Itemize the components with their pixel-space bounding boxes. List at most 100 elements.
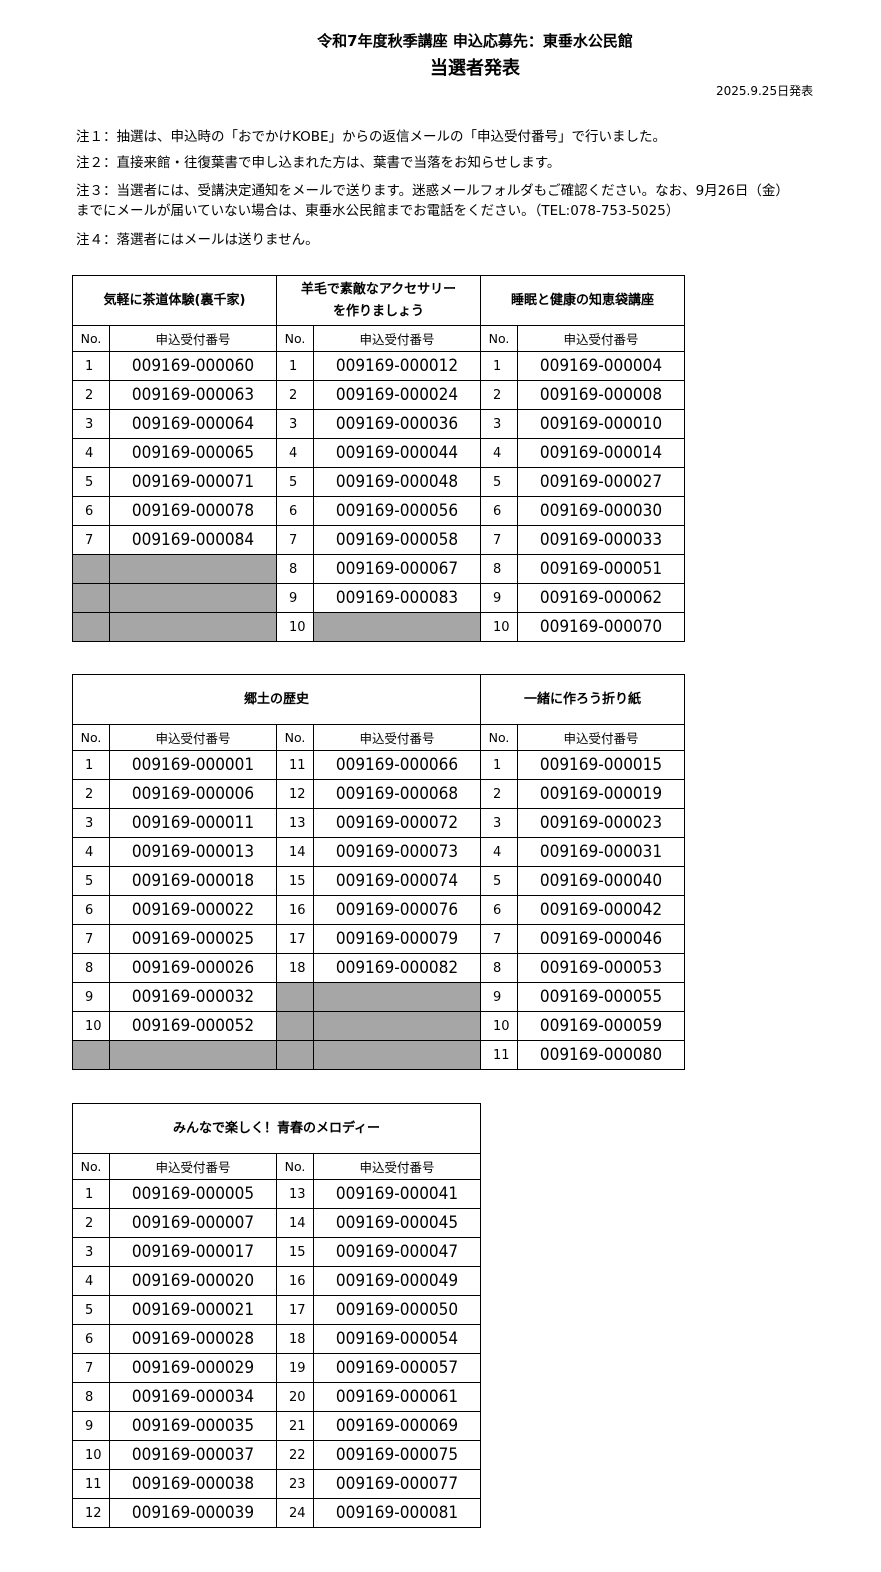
entry-number: 18	[276, 1324, 314, 1354]
application-number: 009169-000007	[109, 1208, 277, 1238]
entry-number: 9	[72, 982, 110, 1012]
application-number: 009169-000051	[517, 554, 685, 584]
table-row: 10 009169-000052 10 009169-000059	[72, 1011, 685, 1041]
entry-number: 2	[480, 380, 518, 410]
table-row: 12 009169-000039 24 009169-000081	[72, 1498, 481, 1528]
code-header: 申込受付番号	[517, 325, 685, 352]
application-number: 009169-000037	[109, 1440, 277, 1470]
entry-number: 3	[72, 1237, 110, 1267]
entry-number: 7	[276, 525, 314, 555]
note-3-continued: までにメールが届いていない場合は、東垂水公民館までお電話をください。（TEL:0…	[76, 203, 680, 219]
entry-number: 9	[480, 583, 518, 613]
empty-cell	[72, 583, 110, 613]
entry-number: 11	[72, 1469, 110, 1499]
application-number: 009169-000081	[313, 1498, 481, 1528]
application-number: 009169-000029	[109, 1353, 277, 1383]
table-row: 5 009169-000021 17 009169-000050	[72, 1295, 481, 1325]
application-number: 009169-000050	[313, 1295, 481, 1325]
entry-number: 3	[276, 409, 314, 439]
table-row: 1 009169-000060 1 009169-000012 1 009169-0000…	[72, 351, 685, 381]
application-number: 009169-000038	[109, 1469, 277, 1499]
table-row: 7 009169-000025 17 009169-000079 7 009169-000…	[72, 924, 685, 954]
application-number: 009169-000077	[313, 1469, 481, 1499]
application-number: 009169-000075	[313, 1440, 481, 1470]
application-number: 009169-000032	[109, 982, 277, 1012]
application-number: 009169-000071	[109, 467, 277, 497]
application-number: 009169-000014	[517, 438, 685, 468]
code-header: 申込受付番号	[109, 724, 277, 751]
entry-number: 6	[480, 496, 518, 526]
document-title: 令和7年度秋季講座 申込応募先：東垂水公民館	[317, 32, 633, 50]
entry-number: 13	[276, 808, 314, 838]
winners-table: 郷土の歴史 一緒に作ろう折り紙 No. 申込受付番号 No. 申込受付番号 No. 申込受付番…	[72, 674, 685, 1070]
table-row: 3 009169-000017 15 009169-000047	[72, 1237, 481, 1267]
application-number: 009169-000047	[313, 1237, 481, 1267]
course-title: 睡眠と健康の知恵袋講座	[480, 275, 685, 326]
winners-table: 気軽に茶道体験(裏千家) 羊毛で素敵なアクセサリー を作りましょう 睡眠と健康の知恵…	[72, 275, 685, 642]
application-number: 009169-000011	[109, 808, 277, 838]
entry-number: 8	[480, 554, 518, 584]
entry-number: 4	[72, 837, 110, 867]
entry-number: 10	[72, 1440, 110, 1470]
column-header-row: No. 申込受付番号 No. 申込受付番号 No. 申込受付番号	[72, 724, 685, 751]
entry-number: 4	[72, 1266, 110, 1296]
table-row: 10 10 009169-000070	[72, 612, 685, 642]
application-number: 009169-000060	[109, 351, 277, 381]
application-number: 009169-000040	[517, 866, 685, 896]
application-number: 009169-000062	[517, 583, 685, 613]
application-number: 009169-000078	[109, 496, 277, 526]
table-row: 7 009169-000029 19 009169-000057	[72, 1353, 481, 1383]
empty-cell	[72, 554, 110, 584]
entry-number: 11	[480, 1040, 518, 1070]
application-number: 009169-000008	[517, 380, 685, 410]
no-header: No.	[276, 1153, 314, 1180]
entry-number: 9	[72, 1411, 110, 1441]
entry-number: 3	[72, 409, 110, 439]
course-title: みんなで楽しく！青春のメロディー	[72, 1103, 481, 1154]
entry-number: 8	[276, 554, 314, 584]
code-header: 申込受付番号	[109, 325, 277, 352]
table-row: 10 009169-000037 22 009169-000075	[72, 1440, 481, 1470]
note-4: 注４：落選者にはメールは送りません。	[76, 232, 319, 248]
application-number: 009169-000041	[313, 1179, 481, 1209]
table-row: 5 009169-000071 5 009169-000048 5 009169-0000…	[72, 467, 685, 497]
title-row: 気軽に茶道体験(裏千家) 羊毛で素敵なアクセサリー を作りましょう 睡眠と健康の知恵…	[72, 275, 685, 326]
entry-number: 10	[276, 612, 314, 642]
entry-number: 4	[480, 438, 518, 468]
table-row: 1 009169-000001 11 009169-000066 1 009169-000…	[72, 750, 685, 780]
application-number: 009169-000072	[313, 808, 481, 838]
entry-number: 18	[276, 953, 314, 983]
entry-number: 6	[72, 1324, 110, 1354]
entry-number: 1	[480, 351, 518, 381]
entry-number: 8	[480, 953, 518, 983]
entry-number: 15	[276, 1237, 314, 1267]
entry-number: 12	[276, 779, 314, 809]
application-number: 009169-000083	[313, 583, 481, 613]
entry-number: 8	[72, 1382, 110, 1412]
document-subtitle: 当選者発表	[430, 58, 520, 79]
no-header: No.	[72, 325, 110, 352]
application-number: 009169-000025	[109, 924, 277, 954]
application-number: 009169-000053	[517, 953, 685, 983]
column-header-row: No. 申込受付番号 No. 申込受付番号	[72, 1153, 481, 1180]
entry-number: 6	[480, 895, 518, 925]
entry-number: 8	[72, 953, 110, 983]
application-number: 009169-000039	[109, 1498, 277, 1528]
entry-number: 16	[276, 1266, 314, 1296]
entry-number: 1	[72, 750, 110, 780]
code-header: 申込受付番号	[313, 325, 481, 352]
course-title: 一緒に作ろう折り紙	[480, 674, 685, 725]
application-number: 009169-000054	[313, 1324, 481, 1354]
entry-number: 17	[276, 924, 314, 954]
table-row: 9 009169-000083 9 009169-000062	[72, 583, 685, 613]
entry-number: 7	[480, 525, 518, 555]
entry-number: 2	[72, 779, 110, 809]
application-number: 009169-000052	[109, 1011, 277, 1041]
table-row: 9 009169-000035 21 009169-000069	[72, 1411, 481, 1441]
application-number: 009169-000005	[109, 1179, 277, 1209]
empty-cell	[109, 612, 277, 642]
application-number: 009169-000057	[313, 1353, 481, 1383]
no-header: No.	[276, 724, 314, 751]
application-number: 009169-000024	[313, 380, 481, 410]
application-number: 009169-000049	[313, 1266, 481, 1296]
